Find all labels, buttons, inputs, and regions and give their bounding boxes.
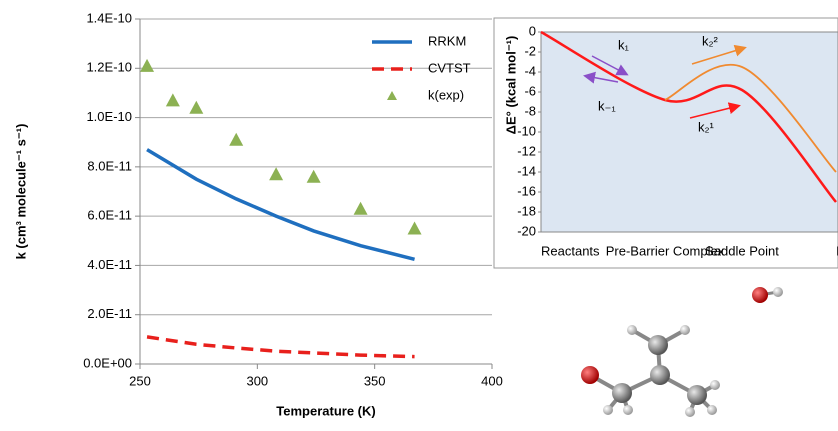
- carbon-atom: [648, 335, 668, 355]
- data-point: [307, 170, 321, 183]
- figure: 0.0E+00 2.0E-11 4.0E-11 6.0E-11 8.0E-11 1.0E-…: [0, 0, 838, 431]
- y-tick-label: 8.0E-11: [87, 158, 132, 173]
- annotation: k₂²: [702, 33, 719, 48]
- data-point: [269, 167, 283, 180]
- y-tick-label: 2.0E-11: [87, 306, 132, 321]
- legend-label: RRKM: [428, 33, 466, 48]
- hydrogen-atom: [685, 407, 695, 417]
- y-tick-label: 0: [529, 23, 536, 38]
- x-tick-label: 400: [481, 373, 503, 388]
- series-line: [147, 150, 415, 260]
- data-point: [140, 59, 154, 72]
- x-tick-label: 350: [364, 373, 386, 388]
- y-tick-label: -6: [524, 83, 536, 98]
- legend-swatch: [387, 91, 397, 100]
- main-chart: 0.0E+00 2.0E-11 4.0E-11 6.0E-11 8.0E-11 1.0E-…: [13, 10, 502, 418]
- x-axis-label: Temperature (K): [276, 403, 375, 418]
- y-tick-label: 0.0E+00: [83, 355, 132, 370]
- data-point: [229, 133, 243, 146]
- carbon-atom: [650, 365, 670, 385]
- data-point: [166, 93, 180, 106]
- x-tick-label: 300: [246, 373, 268, 388]
- y-axis-label: k (cm³ molecule⁻¹ s⁻¹): [13, 124, 28, 260]
- oxygen-atom: [581, 366, 599, 384]
- inset-plot-area: [541, 32, 838, 232]
- x-tick-label: 250: [129, 373, 151, 388]
- y-tick-label: 6.0E-11: [87, 208, 132, 223]
- data-point: [408, 221, 422, 234]
- y-tick-label: -10: [517, 123, 536, 138]
- x-tick-label: Reactants: [541, 243, 600, 258]
- series-line: [147, 337, 415, 357]
- y-tick-label: -2: [524, 43, 536, 58]
- hydrogen-atom: [707, 405, 717, 415]
- carbon-atom: [612, 383, 632, 403]
- hydrogen-atom: [773, 287, 783, 297]
- molecules: [581, 287, 783, 417]
- hydrogen-atom: [623, 405, 633, 415]
- y-tick-label: -14: [517, 163, 536, 178]
- x-tick-label: Saddle Point: [705, 243, 779, 258]
- annotation: k₁: [618, 37, 630, 52]
- y-tick-label: -4: [524, 63, 536, 78]
- y-tick-label: -16: [517, 183, 536, 198]
- annotation: k₋₁: [598, 98, 616, 113]
- y-tick-label: 1.0E-10: [86, 109, 132, 124]
- data-point: [189, 101, 203, 114]
- y-tick-label: 1.2E-10: [86, 60, 132, 75]
- y-tick-label: -12: [517, 143, 536, 158]
- annotation: k₂¹: [698, 119, 715, 134]
- y-tick-label: 1.4E-10: [86, 10, 132, 25]
- legend-label: k(exp): [428, 87, 464, 102]
- hydrogen-atom: [603, 405, 613, 415]
- oxygen-atom: [752, 287, 768, 303]
- hydrogen-atom: [627, 325, 637, 335]
- legend-label: CVTST: [428, 60, 471, 75]
- y-tick-label: -8: [524, 103, 536, 118]
- data-point: [354, 202, 368, 215]
- hydrogen-atom: [680, 325, 690, 335]
- y-tick-label: -18: [517, 203, 536, 218]
- y-tick-label: 4.0E-11: [87, 257, 132, 272]
- carbon-atom: [687, 385, 707, 405]
- y-tick-label: -20: [517, 223, 536, 238]
- hydrogen-atom: [710, 380, 720, 390]
- y-axis-label: ΔE° (kcal mol⁻¹): [503, 36, 518, 135]
